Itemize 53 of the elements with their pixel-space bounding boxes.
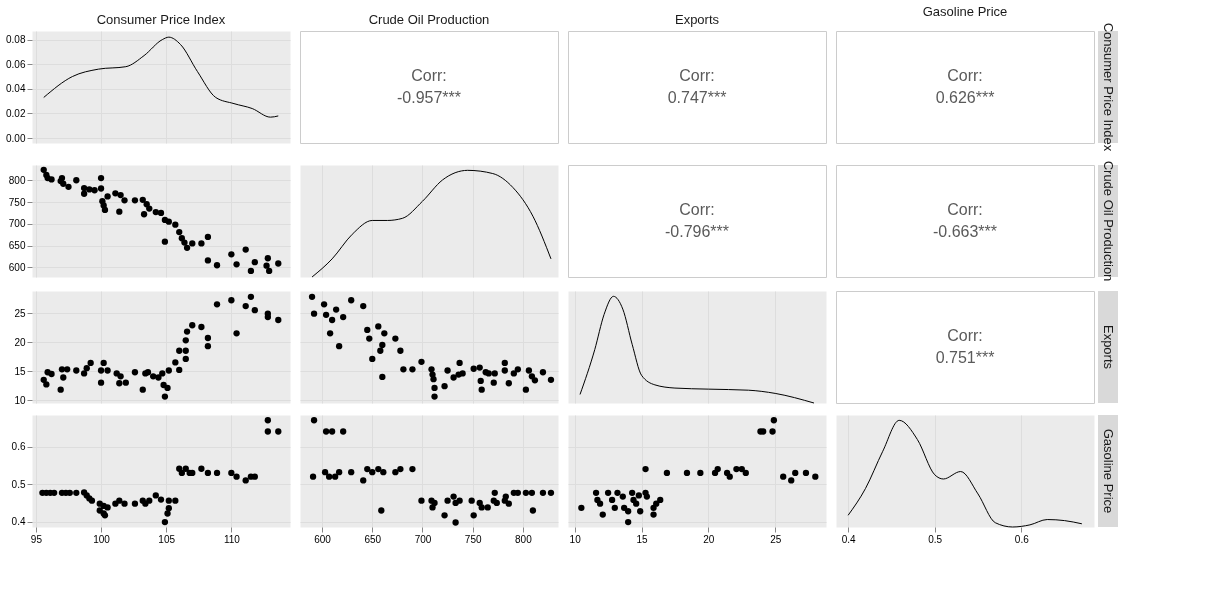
text: 0.751*** [935, 349, 995, 366]
x-tick-label: 20 [703, 533, 715, 545]
text: Crude Oil Production [1101, 160, 1116, 282]
text: Exports [1101, 324, 1116, 370]
y-tick-label: 600 [8, 261, 26, 273]
x-tick-label: 0.5 [928, 533, 943, 545]
text: Corr: [947, 67, 983, 84]
y-tick-label: 0.5 [11, 478, 26, 490]
y-tick-label: 0.4 [11, 516, 26, 528]
y-tick-label: 650 [8, 240, 26, 252]
text: Corr: [411, 67, 447, 84]
text: Crude Oil Production [368, 12, 490, 27]
y-tick-label: 15 [14, 365, 26, 377]
x-tick-label: 105 [158, 533, 176, 545]
y-tick-label: 10 [14, 394, 26, 406]
x-tick-label: 110 [223, 533, 241, 545]
x-tick-label: 0.6 [1014, 533, 1030, 545]
y-tick-label: 0.00 [6, 132, 26, 144]
y-tick-label: 750 [8, 196, 26, 208]
x-tick-label: 0.4 [841, 533, 857, 545]
x-tick-label: 600 [314, 533, 332, 545]
text: Gasoline Price [922, 3, 1008, 19]
chart-title: Consumer Price Index [96, 12, 226, 27]
x-tick-label: 95 [30, 533, 43, 545]
x-tick-label: 650 [364, 533, 382, 545]
x-tick-label: 700 [414, 533, 432, 545]
text: 0.747*** [667, 89, 727, 106]
x-tick-label: 750 [464, 533, 482, 545]
text: -0.796*** [664, 223, 730, 240]
text: Corr: [679, 201, 715, 218]
y-tick-label: 0.06 [6, 58, 26, 70]
text: Corr: [947, 327, 983, 344]
y-tick-label: 0.02 [6, 107, 26, 119]
y-tick-label: 800 [8, 174, 26, 186]
text: -0.957*** [396, 89, 462, 106]
y2-axis-title: Gasoline Price [1101, 428, 1116, 514]
y-tick-label: 25 [14, 307, 26, 319]
text: Exports [674, 12, 720, 27]
x-tick-label: 15 [636, 533, 649, 545]
y-tick-label: 700 [8, 218, 26, 230]
x-tick-label: 25 [770, 533, 782, 545]
y-tick-label: 20 [14, 336, 26, 348]
text: 0.626*** [935, 89, 995, 106]
x-tick-label: 10 [569, 533, 582, 545]
text: -0.663*** [932, 223, 998, 240]
y-tick-label: 0.6 [11, 441, 26, 453]
x-tick-label: 800 [515, 533, 533, 545]
x-tick-label: 100 [93, 533, 111, 545]
y-tick-label: 0.08 [6, 34, 26, 46]
text: Corr: [679, 67, 715, 84]
text: Consumer Price Index [1101, 22, 1116, 152]
y-tick-label: 0.04 [6, 83, 26, 95]
text: Corr: [947, 201, 983, 218]
